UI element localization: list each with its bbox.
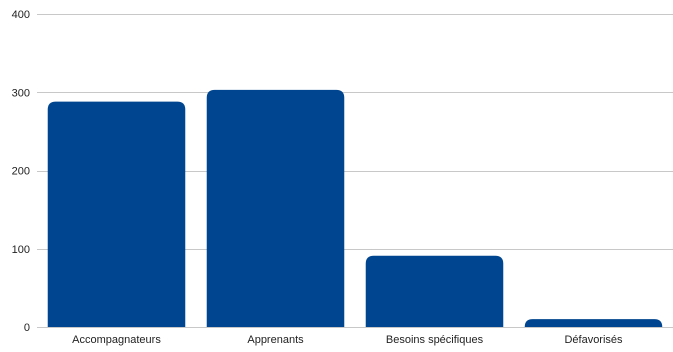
bar-accompagnateurs [47, 101, 186, 327]
x-category-label: Défavorisés [564, 334, 623, 346]
x-category-label: Apprenants [247, 334, 304, 346]
x-category-label: Besoins spécifiques [386, 334, 484, 346]
bar-d-favoris-s [524, 319, 663, 327]
y-tick-label: 100 [12, 244, 30, 256]
x-category-label: Accompagnateurs [72, 334, 161, 346]
y-tick-label: 400 [12, 9, 30, 21]
x-axis-labels: Accompagnateurs Apprenants Besoins spécifi… [72, 334, 623, 346]
y-axis-ticks: 0 100 200 300 400 [12, 9, 30, 334]
y-tick-label: 300 [12, 87, 30, 99]
bar-besoins-sp-cifiques [365, 255, 504, 327]
bar-apprenants [206, 89, 345, 327]
y-tick-label: 200 [12, 166, 30, 178]
y-tick-label: 0 [24, 322, 30, 334]
bars [47, 89, 663, 327]
